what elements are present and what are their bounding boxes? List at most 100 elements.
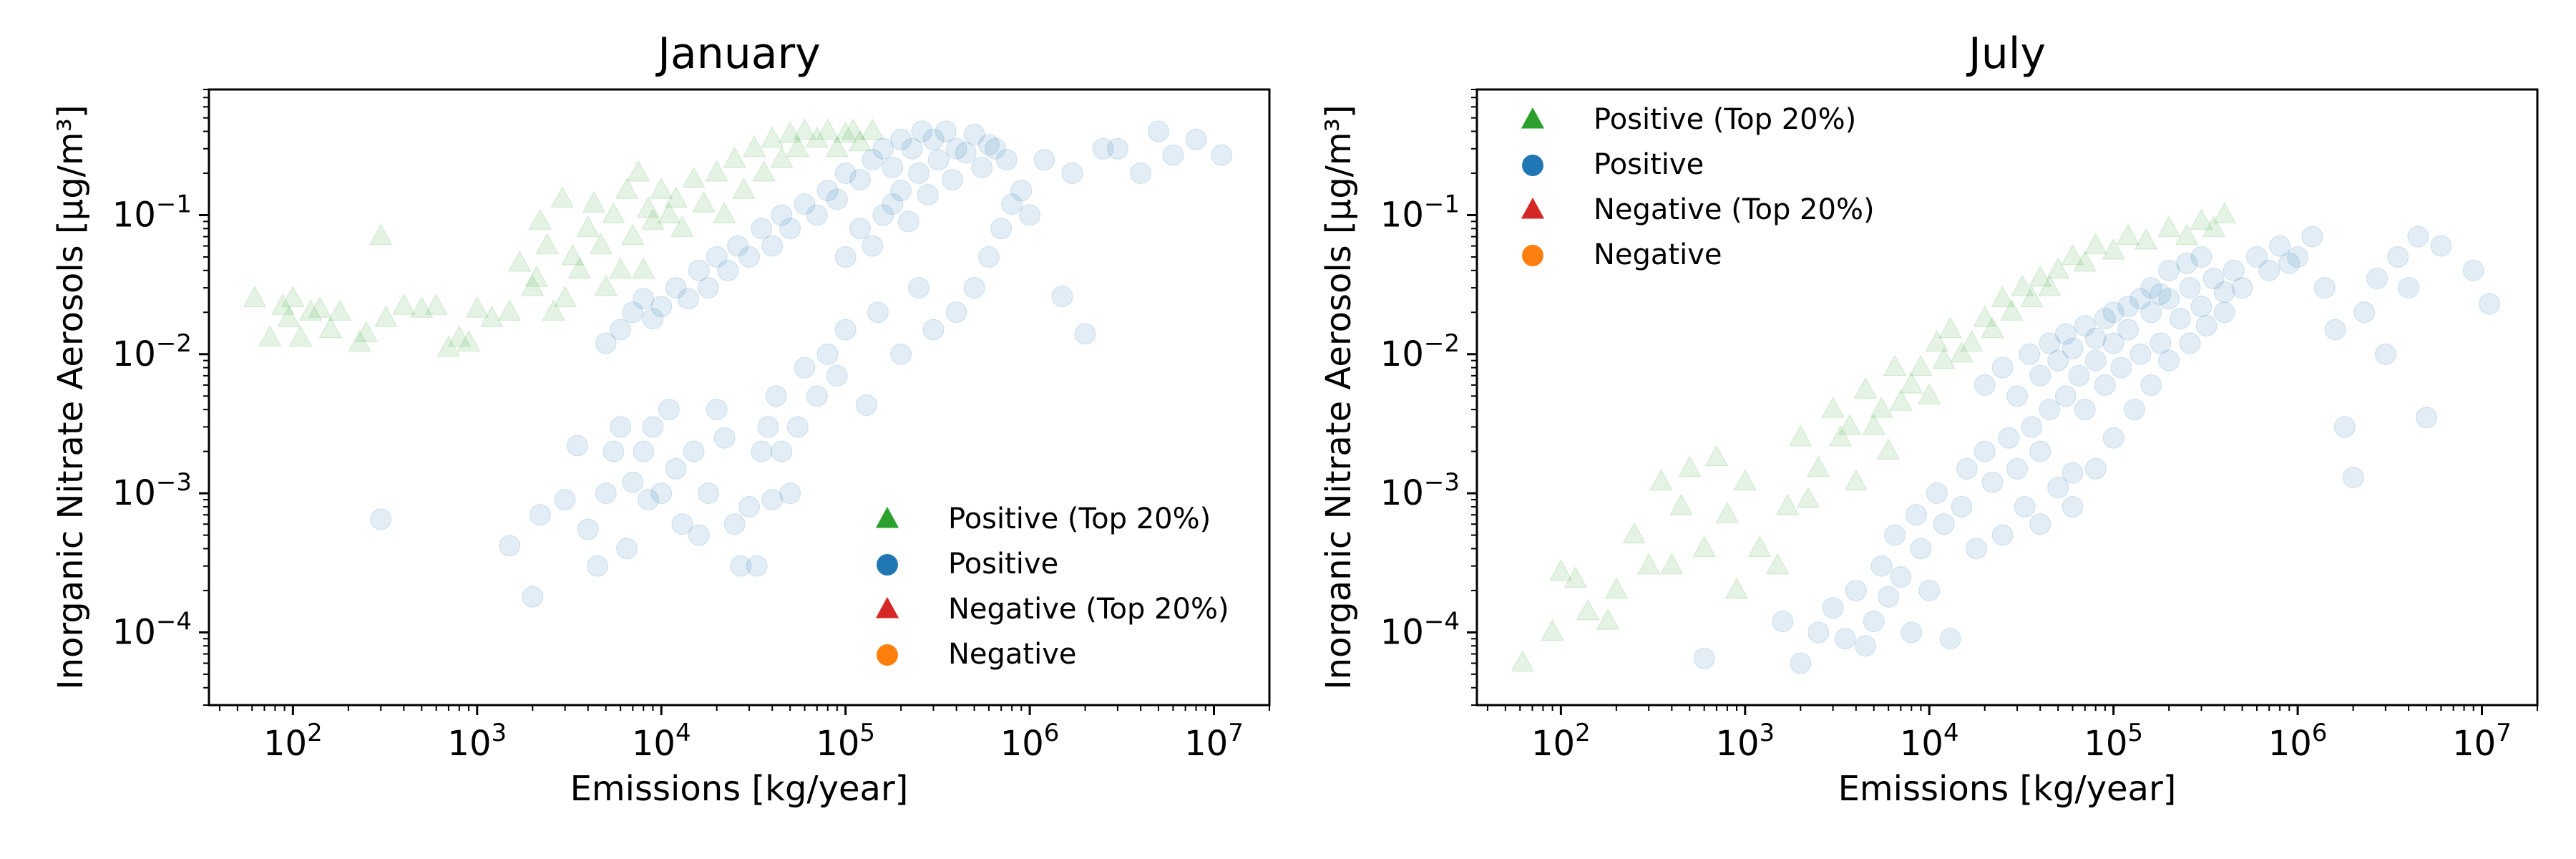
- data-point-circle: [1130, 162, 1152, 184]
- data-point-triangle: [779, 121, 802, 143]
- data-point-triangle: [1821, 397, 1845, 418]
- y-tick-label: 10−1: [1380, 190, 1460, 235]
- data-point-circle: [872, 204, 894, 226]
- data-point-circle: [1834, 628, 1856, 650]
- data-point-circle: [2140, 277, 2162, 299]
- data-point-circle: [2102, 427, 2124, 449]
- data-point-circle: [779, 218, 801, 240]
- data-point-triangle: [354, 321, 378, 342]
- data-point-triangle: [1918, 383, 1941, 404]
- data-point-circle: [638, 489, 660, 510]
- data-point-triangle: [1883, 354, 1907, 377]
- data-point-circle: [779, 482, 801, 505]
- data-point-circle: [2176, 252, 2198, 274]
- data-point-circle: [1106, 137, 1128, 160]
- data-point-triangle: [348, 330, 371, 351]
- data-point-circle: [2169, 308, 2191, 330]
- data-point-circle: [706, 399, 728, 421]
- data-point-circle: [908, 277, 930, 299]
- data-point-circle: [2102, 301, 2124, 324]
- data-point-triangle: [1925, 330, 1949, 351]
- data-point-circle: [2195, 315, 2218, 337]
- data-point-circle: [990, 218, 1013, 240]
- data-point-circle: [897, 210, 919, 233]
- data-point-circle: [2084, 349, 2107, 372]
- data-point-triangle: [281, 286, 305, 308]
- legend-label: Negative: [1594, 238, 1722, 271]
- data-point-circle: [642, 416, 664, 438]
- data-point-circle: [1974, 374, 1996, 396]
- data-point-triangle: [2061, 243, 2084, 266]
- data-point-circle: [1991, 524, 2014, 546]
- data-point-circle: [650, 296, 673, 318]
- y-tick-label: 10−4: [1380, 607, 1460, 652]
- data-point-circle: [2029, 440, 2051, 462]
- y-tick-label: 10−4: [112, 607, 192, 652]
- data-point-triangle: [589, 233, 613, 255]
- data-point-circle: [2140, 374, 2162, 396]
- data-point-circle: [1211, 144, 1233, 166]
- data-point-triangle: [457, 330, 481, 351]
- data-point-circle: [642, 308, 664, 330]
- data-point-triangle: [258, 325, 282, 347]
- data-point-circle: [1890, 566, 1912, 588]
- data-point-circle: [882, 156, 904, 178]
- data-point-circle: [1162, 144, 1184, 166]
- data-point-triangle: [1733, 469, 1757, 491]
- data-point-circle: [1074, 323, 1096, 345]
- data-point-triangle: [723, 147, 746, 168]
- data-point-triangle: [825, 135, 849, 157]
- data-point-circle: [2117, 296, 2139, 318]
- data-point-triangle: [2175, 223, 2199, 246]
- data-point-triangle: [1862, 414, 1885, 435]
- data-point-circle: [688, 524, 710, 546]
- data-point-triangle: [1932, 347, 1956, 369]
- data-point-triangle: [632, 257, 655, 279]
- chart-panel-july: July 102 103 104 105 106 10710−410−310−210−1 …: [1319, 29, 2539, 809]
- data-point-triangle: [1981, 316, 2004, 339]
- x-tick-label: 105: [2084, 719, 2143, 764]
- data-point-triangle: [1838, 414, 1862, 435]
- data-point-circle: [862, 235, 884, 257]
- x-tick-label: 102: [1531, 719, 1591, 764]
- data-point-circle: [2062, 462, 2084, 484]
- data-point-circle: [738, 495, 760, 518]
- data-point-triangle: [288, 325, 313, 347]
- legend-circle-icon: [877, 554, 898, 576]
- data-point-circle: [922, 128, 945, 150]
- data-point-circle: [941, 168, 963, 190]
- data-point-triangle: [636, 196, 660, 218]
- data-point-triangle: [805, 126, 829, 148]
- data-point-triangle: [480, 306, 504, 327]
- x-tick-label: 106: [2268, 719, 2328, 764]
- data-point-triangle: [525, 266, 548, 287]
- data-point-circle: [794, 356, 816, 379]
- data-point-circle: [2029, 513, 2051, 535]
- data-point-triangle: [1853, 377, 1878, 399]
- data-point-circle: [984, 137, 1006, 160]
- data-point-circle: [2140, 301, 2162, 324]
- data-point-circle: [2102, 332, 2124, 354]
- data-point-triangle: [1950, 341, 1974, 363]
- data-point-circle: [577, 518, 599, 540]
- data-point-circle: [1019, 204, 1041, 226]
- data-point-triangle: [1637, 553, 1661, 575]
- data-point-triangle: [1549, 559, 1573, 581]
- data-point-circle: [622, 301, 644, 324]
- data-point-triangle: [2084, 233, 2107, 255]
- data-point-triangle: [392, 293, 416, 315]
- x-tick-label: 102: [263, 719, 323, 764]
- data-point-triangle: [507, 250, 532, 272]
- data-point-circle: [499, 535, 521, 557]
- data-point-circle: [882, 193, 904, 215]
- data-point-circle: [2231, 277, 2253, 299]
- data-point-circle: [955, 142, 977, 164]
- data-point-triangle: [1938, 316, 1962, 339]
- data-point-triangle: [1960, 330, 1984, 351]
- data-points: [1511, 202, 2501, 674]
- data-point-circle: [2117, 319, 2139, 341]
- data-point-circle: [610, 416, 632, 438]
- data-point-triangle: [1789, 424, 1813, 447]
- data-point-circle: [1051, 286, 1073, 308]
- data-point-triangle: [447, 325, 471, 347]
